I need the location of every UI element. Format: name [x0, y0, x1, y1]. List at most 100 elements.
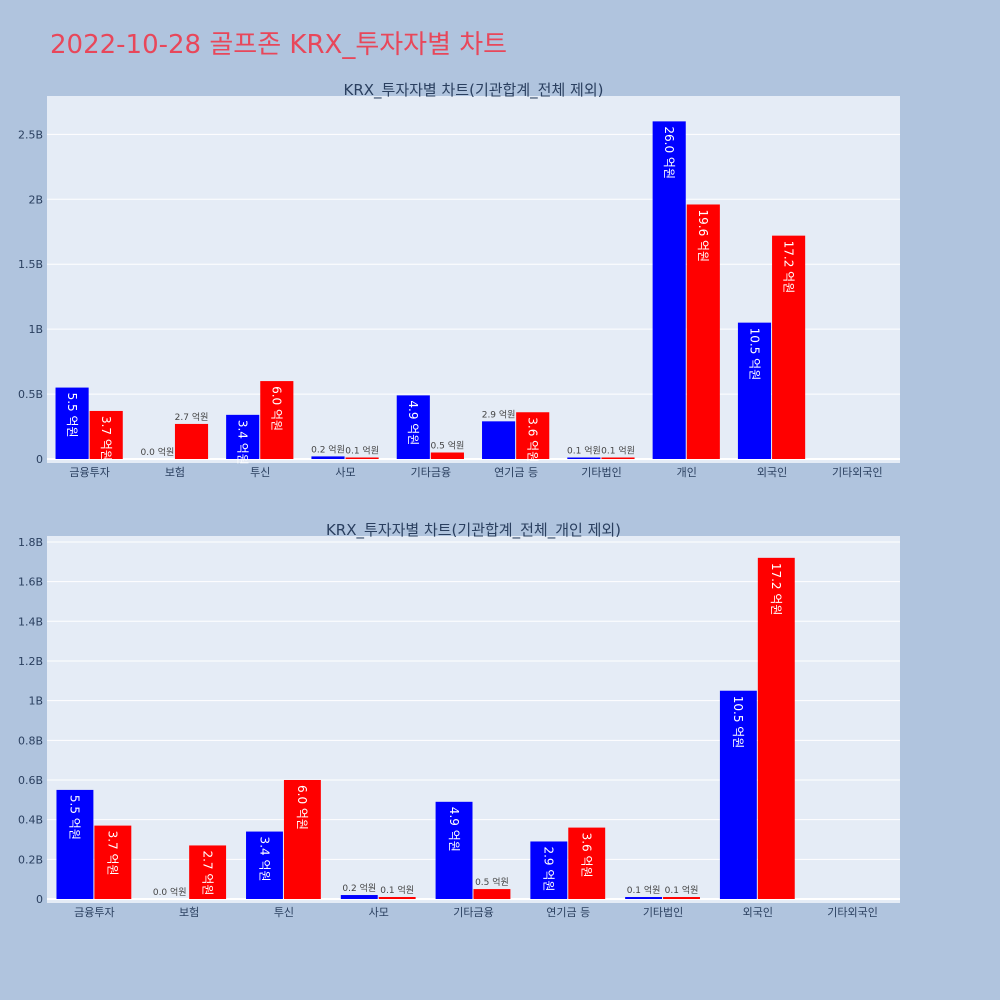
data-label: 6.0 억원	[295, 785, 309, 830]
data-label: 5.5 억원	[65, 393, 79, 438]
bar-buy	[530, 841, 568, 899]
data-label: 4.9 억원	[447, 807, 461, 852]
bar-sell	[260, 381, 294, 459]
bar-sell	[568, 827, 606, 899]
data-label: 4.9 억원	[406, 400, 420, 445]
data-label: 17.2 억원	[781, 241, 795, 294]
bar-sell	[89, 410, 123, 459]
data-label: 2.7 억원	[200, 850, 214, 895]
data-label: 0.2 억원	[311, 443, 345, 455]
data-label: 26.0 억원	[662, 126, 676, 179]
x-tick-label: 금융투자	[74, 906, 114, 919]
bar-sell	[430, 452, 464, 459]
x-tick-label: 금융투자	[69, 466, 109, 479]
bar-buy	[435, 801, 473, 899]
x-tick-label: 보험	[179, 906, 199, 919]
data-label: 2.9 억원	[542, 846, 556, 891]
x-tick-label: 기타금융	[453, 906, 493, 919]
y-tick-label: 0.4B	[18, 814, 43, 827]
data-label: 6.0 억원	[270, 386, 284, 431]
x-tick-label: 기타외국인	[827, 906, 878, 919]
bar-sell	[516, 412, 550, 459]
bar-buy	[396, 395, 430, 459]
data-label: 3.7 억원	[99, 416, 113, 461]
data-label: 0.5 억원	[431, 440, 465, 452]
y-tick-label: 1.6B	[18, 576, 43, 589]
data-label: 2.7 억원	[175, 411, 209, 423]
bar-buy	[340, 895, 378, 899]
x-tick-label: 기타금융	[411, 466, 451, 479]
bar-buy	[226, 414, 260, 459]
x-tick-label: 사모	[369, 906, 389, 919]
bar-buy	[719, 690, 757, 899]
bar-buy	[482, 421, 516, 459]
y-tick-label: 0.5B	[18, 388, 43, 401]
data-label: 0.1 억원	[345, 445, 379, 457]
y-tick-label: 1.2B	[18, 655, 43, 668]
y-tick-label: 0	[36, 893, 43, 906]
data-label: 10.5 억원	[731, 696, 745, 749]
y-tick-label: 1B	[28, 695, 43, 708]
data-label: 0.1 억원	[567, 445, 601, 457]
x-tick-label: 보험	[165, 466, 185, 479]
bar-sell	[686, 204, 720, 459]
data-label: 0.5 억원	[475, 876, 509, 888]
x-tick-label: 투신	[274, 906, 294, 919]
y-tick-label: 1B	[28, 323, 43, 336]
data-label: 0.1 억원	[627, 884, 661, 896]
x-tick-label: 개인	[677, 466, 697, 479]
y-tick-label: 0.8B	[18, 734, 43, 747]
bar-sell	[174, 423, 209, 459]
x-tick-label: 외국인	[743, 906, 773, 919]
x-tick-label: 연기금 등	[494, 466, 538, 479]
x-tick-label: 외국인	[757, 466, 787, 479]
bar-sell	[601, 457, 635, 459]
bar-buy	[246, 831, 283, 899]
chart-title: KRX_투자자별 차트(기관합계_전체 제외)	[344, 81, 604, 100]
data-label: 3.4 억원	[235, 420, 249, 465]
data-label: 5.5 억원	[68, 795, 82, 840]
bar-sell	[663, 897, 700, 899]
data-label: 19.6 억원	[696, 209, 710, 262]
bar-buy	[737, 322, 772, 459]
chart-title: KRX_투자자별 차트(기관합계_전체_개인 제외)	[326, 521, 621, 540]
y-tick-label: 1.4B	[18, 615, 43, 628]
page-title: 2022-10-28 골프존 KRX_투자자별 차트	[50, 30, 508, 60]
data-label: 0.1 억원	[665, 884, 699, 896]
chart-2: 0 0.2B 0.4B 0.6B 0.8B 1B 1.2B 1.4B 1.6B 1.8B KRX_투…	[18, 521, 900, 919]
y-tick-label: 1.8B	[18, 536, 43, 549]
bar-buy	[567, 457, 601, 459]
data-label: 0.0 억원	[153, 886, 187, 898]
x-tick-label: 투신	[250, 466, 270, 479]
x-tick-label: 기타법인	[581, 466, 621, 479]
bar-buy	[56, 789, 94, 899]
x-tick-label: 기타법인	[643, 906, 683, 919]
bar-sell	[283, 779, 321, 899]
bar-sell	[378, 897, 416, 899]
bar-buy	[625, 897, 663, 899]
bar-sell	[772, 235, 806, 459]
data-label: 17.2 억원	[769, 563, 783, 616]
x-tick-label: 연기금 등	[546, 906, 590, 919]
y-tick-label: 0.6B	[18, 774, 43, 787]
data-label: 2.9 억원	[482, 408, 516, 420]
y-tick-label: 2B	[28, 193, 43, 206]
bar-sell	[757, 557, 795, 899]
data-label: 3.7 억원	[106, 831, 120, 876]
bar-buy	[55, 387, 89, 459]
data-label: 0.1 억원	[380, 884, 414, 896]
bar-sell	[189, 845, 227, 899]
data-label: 10.5 억원	[747, 328, 761, 381]
y-tick-label: 1.5B	[18, 258, 43, 271]
bar-sell	[473, 889, 511, 899]
bar-buy	[311, 456, 345, 459]
bar-sell	[345, 457, 379, 459]
y-tick-label: 0	[36, 453, 43, 466]
data-label: 3.4 억원	[257, 837, 271, 882]
x-tick-label: 기타외국인	[832, 466, 883, 479]
data-label: 0.1 억원	[601, 445, 635, 457]
x-tick-label: 사모	[335, 466, 355, 479]
data-label: 0.2 억원	[342, 882, 376, 894]
bar-sell	[94, 825, 132, 899]
